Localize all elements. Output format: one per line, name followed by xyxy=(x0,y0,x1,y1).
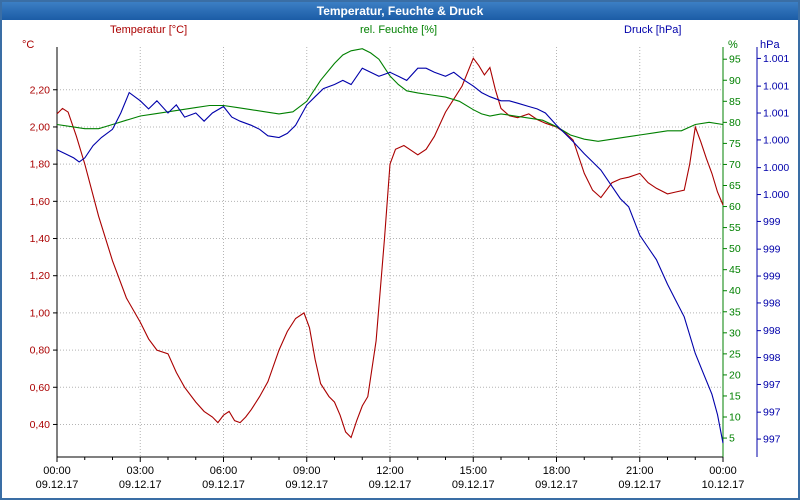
x-time-label: 15:00 xyxy=(459,465,487,477)
pressure-tick-label: 999 xyxy=(763,271,781,283)
series-line-temperature xyxy=(56,57,724,439)
x-time-label: 06:00 xyxy=(210,465,238,477)
pressure-tick-label: 999 xyxy=(763,244,781,256)
x-time-label: 00:00 xyxy=(43,465,71,477)
humidity-tick-label: 55 xyxy=(729,222,741,234)
pressure-tick-label: 1.001 xyxy=(763,81,789,93)
axis-unit-celsius: °C xyxy=(22,39,35,51)
humidity-tick-label: 90 xyxy=(729,75,741,87)
temp-tick-label: 1,40 xyxy=(30,233,51,245)
temp-tick-label: 2,20 xyxy=(30,84,51,96)
humidity-tick-label: 45 xyxy=(729,264,741,276)
humidity-tick-label: 50 xyxy=(729,243,741,255)
temp-tick-label: 1,00 xyxy=(30,307,51,319)
humidity-tick-label: 70 xyxy=(729,159,741,171)
humidity-tick-label: 35 xyxy=(729,306,741,318)
x-date-label: 09.12.17 xyxy=(285,479,328,491)
humidity-tick-label: 95 xyxy=(729,54,741,66)
temp-tick-label: 1,20 xyxy=(30,270,51,282)
x-date-label: 09.12.17 xyxy=(618,479,661,491)
humidity-tick-label: 80 xyxy=(729,117,741,129)
x-date-label: 09.12.17 xyxy=(202,479,245,491)
pressure-tick-label: 1.001 xyxy=(763,53,789,65)
pressure-tick-label: 997 xyxy=(763,379,781,391)
axis-unit-hpa: hPa xyxy=(760,39,780,51)
legend-humidity: rel. Feuchte [%] xyxy=(360,24,438,36)
x-time-label: 09:00 xyxy=(293,465,321,477)
temp-tick-label: 0,60 xyxy=(30,382,51,394)
series-line-humidity xyxy=(56,48,724,142)
pressure-tick-label: 998 xyxy=(763,352,781,364)
pressure-tick-label: 1.000 xyxy=(763,162,789,174)
humidity-tick-label: 60 xyxy=(729,201,741,213)
humidity-tick-label: 85 xyxy=(729,96,741,108)
humidity-tick-label: 10 xyxy=(729,412,741,424)
legend-pressure: Druck [hPa] xyxy=(624,24,682,36)
temp-tick-label: 1,60 xyxy=(30,196,51,208)
pressure-tick-label: 998 xyxy=(763,325,781,337)
series-line-pressure xyxy=(56,67,724,444)
humidity-tick-label: 65 xyxy=(729,180,741,192)
chart-canvas: 2,20 2,00 1,80 1,60 1,40 1,20 1,00 0,80 0,60 0,40… xyxy=(30,47,789,491)
temp-tick-label: 0,80 xyxy=(30,345,51,357)
pressure-tick-label: 1.000 xyxy=(763,134,789,146)
x-date-label: 09.12.17 xyxy=(535,479,578,491)
pressure-tick-label: 998 xyxy=(763,297,781,309)
legend-temperature: Temperatur [°C] xyxy=(110,24,188,36)
window-title: Temperatur, Feuchte & Druck xyxy=(316,4,484,18)
humidity-tick-label: 75 xyxy=(729,138,741,150)
x-time-label: 18:00 xyxy=(543,465,571,477)
pressure-tick-label: 1.000 xyxy=(763,189,789,201)
x-date-label: 09.12.17 xyxy=(36,479,79,491)
x-time-label: 12:00 xyxy=(376,465,404,477)
x-date-label: 10.12.17 xyxy=(702,479,745,491)
humidity-tick-label: 30 xyxy=(729,327,741,339)
x-date-label: 09.12.17 xyxy=(452,479,495,491)
temp-tick-label: 1,80 xyxy=(30,159,51,171)
pressure-tick-label: 999 xyxy=(763,216,781,228)
humidity-tick-label: 25 xyxy=(729,348,741,360)
x-date-label: 09.12.17 xyxy=(369,479,412,491)
temp-tick-label: 0,40 xyxy=(30,419,51,431)
x-time-label: 00:00 xyxy=(709,465,737,477)
humidity-tick-label: 15 xyxy=(729,390,741,402)
temp-tick-label: 2,00 xyxy=(30,121,51,133)
x-time-label: 21:00 xyxy=(626,465,654,477)
pressure-tick-label: 1.001 xyxy=(763,108,789,120)
humidity-tick-label: 5 xyxy=(729,433,735,445)
chart-area: 2,20 2,00 1,80 1,60 1,40 1,20 1,00 0,80 0,60 0,40… xyxy=(2,20,798,498)
pressure-tick-label: 997 xyxy=(763,434,781,446)
window-titlebar: Temperatur, Feuchte & Druck xyxy=(2,2,798,20)
humidity-tick-label: 40 xyxy=(729,285,741,297)
pressure-tick-label: 997 xyxy=(763,407,781,419)
humidity-tick-label: 20 xyxy=(729,369,741,381)
x-time-label: 03:00 xyxy=(126,465,154,477)
x-date-label: 09.12.17 xyxy=(119,479,162,491)
axis-unit-percent: % xyxy=(728,39,738,51)
